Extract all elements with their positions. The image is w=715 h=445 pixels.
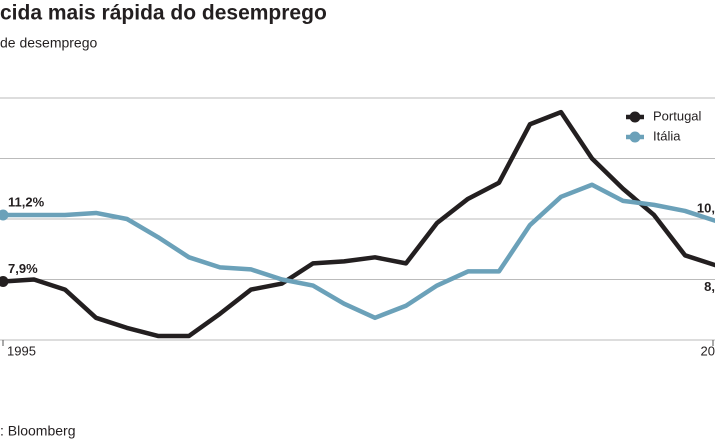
x-tick-label: 20 bbox=[701, 343, 715, 358]
line-0 bbox=[2, 109, 715, 339]
value-label: 10, bbox=[697, 200, 715, 215]
value-label: 11,2% bbox=[8, 194, 45, 209]
value-label: 7,9% bbox=[8, 261, 38, 276]
value-label: 8, bbox=[704, 279, 715, 294]
legend-dot bbox=[629, 111, 641, 123]
chart-subtitle: de desemprego bbox=[0, 35, 98, 51]
source: : Bloomberg bbox=[0, 423, 75, 439]
start-dot bbox=[0, 209, 9, 221]
legend-label: Portugal bbox=[653, 108, 702, 123]
legend-label: Itália bbox=[653, 128, 681, 143]
start-dot bbox=[0, 276, 9, 288]
legend-dot bbox=[629, 131, 641, 143]
line-1 bbox=[3, 182, 715, 321]
x-tick-label: 1995 bbox=[7, 343, 36, 358]
chart-title: cida mais rápida do desemprego bbox=[0, 2, 327, 25]
